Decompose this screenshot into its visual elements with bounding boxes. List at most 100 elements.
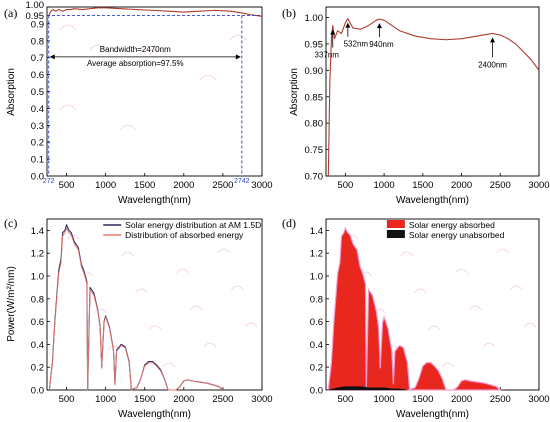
x-tick-label: 2500: [212, 180, 233, 191]
panel-label: (b): [282, 6, 296, 20]
wash-stroke: [510, 285, 523, 291]
panel-label: (a): [4, 6, 17, 20]
wash-stroke: [89, 44, 107, 51]
legend-label: Solar energy absorbed: [409, 220, 495, 230]
wash-stroke: [231, 285, 244, 291]
x-tick-label: 3000: [528, 180, 549, 191]
wash-stroke: [148, 325, 162, 331]
wash-stroke: [217, 248, 231, 254]
wash-stroke: [199, 74, 217, 81]
y-tick-label: 0.0: [310, 386, 323, 397]
plot-frame: [325, 6, 540, 177]
x-tick-label: 500: [59, 394, 75, 405]
panel-a: (a) 500 1000 1500 2000 2500 3000 Wavelength(nm)…: [4, 0, 273, 206]
wash-stroke: [59, 24, 77, 31]
x-tick-label: 3000: [251, 394, 272, 405]
panel-d: (d) 500 1000 1500 2000 2500 3000 Wavelength(nm)…: [282, 216, 550, 420]
plot-frame: [46, 6, 263, 177]
peak-label: 940nm: [369, 40, 394, 49]
wash-stroke: [162, 362, 176, 368]
y-tick-label: 0.80: [305, 119, 324, 130]
x-axis-label: Wavelength(nm): [396, 409, 469, 420]
x-tick-label: 1000: [374, 394, 395, 405]
y-tick-label: 0.9: [31, 19, 44, 30]
y-tick-label: 0.8: [310, 294, 323, 305]
x-tick-label: 1500: [412, 180, 433, 191]
series-line-0: [48, 224, 224, 391]
y-tick-label: 0.95: [26, 11, 45, 22]
panel-label: (c): [4, 216, 17, 230]
wash-stroke: [455, 268, 468, 274]
y-tick-label: 0.3: [31, 121, 44, 132]
y-tick-label: 1.4: [310, 226, 323, 237]
x-tick-label: 500: [337, 394, 353, 405]
arrow-head-right: [235, 54, 241, 60]
y-tick-label: 1.0: [310, 272, 323, 283]
series-area-0: [327, 226, 502, 392]
y-tick-label: 0.0: [31, 172, 44, 183]
y-tick-label: 0.6: [310, 317, 323, 328]
peak-label: 2400nm: [478, 60, 507, 69]
legend-label: Solar energy distribution at AM 1.5D: [125, 220, 261, 230]
x-tick-label: 3000: [251, 180, 272, 191]
wash-stroke: [94, 308, 107, 314]
y-tick-label: 1.00: [26, 0, 45, 11]
wash-stroke: [121, 251, 135, 257]
y-tick-label: 0.8: [31, 294, 44, 305]
panel-b: (b) 500 1000 1500 2000 2500 3000 Wavelength(nm)…: [282, 6, 550, 206]
y-tick-label: 0.4: [31, 104, 44, 115]
y-tick-label: 0.8: [31, 36, 44, 47]
wash-stroke: [80, 271, 94, 277]
wash-stroke: [427, 325, 441, 331]
x-axis-label: Wavelength(nm): [396, 195, 469, 206]
y-tick-label: 0.95: [305, 39, 324, 50]
y-tick-label: 1.2: [31, 249, 44, 260]
wash-stroke: [119, 124, 137, 131]
y-tick-label: 0.85: [305, 92, 324, 103]
x-tick-label: 2000: [173, 180, 194, 191]
series-line-0: [48, 7, 263, 17]
wash-stroke: [400, 251, 414, 257]
range-tick-label: 272: [43, 178, 55, 185]
legend-label: Solar energy unabsorbed: [409, 230, 505, 240]
y-tick-label: 0.7: [31, 53, 44, 64]
peak-arrow-head: [490, 37, 496, 43]
x-tick-label: 1500: [134, 394, 155, 405]
wash-stroke: [189, 305, 203, 311]
x-tick-label: 2500: [212, 394, 233, 405]
x-axis-label: Wavelength(nm): [118, 409, 191, 420]
x-tick-label: 500: [337, 180, 353, 191]
range-tick-label: 2742: [234, 178, 250, 185]
x-tick-label: 2000: [451, 394, 472, 405]
series-area-1: [328, 386, 408, 391]
wash-stroke: [496, 248, 510, 254]
plot-frame: [46, 218, 263, 391]
background-wash: [59, 24, 247, 131]
x-tick-label: 2500: [490, 180, 511, 191]
x-tick-label: 1000: [374, 180, 395, 191]
wash-stroke: [203, 342, 217, 348]
bandwidth-annotation: Bandwidth=2470nm: [100, 45, 171, 54]
series-line-0: [327, 18, 540, 177]
peak-arrow-head: [376, 23, 382, 29]
y-tick-label: 0.1: [31, 155, 44, 166]
legend-label: Distribution of absorbed energy: [125, 230, 244, 240]
y-tick-label: 0.90: [305, 66, 324, 77]
x-tick-label: 500: [59, 180, 75, 191]
wash-stroke: [523, 322, 537, 328]
wash-stroke: [441, 362, 455, 368]
x-axis-label: Wavelength(nm): [118, 195, 191, 206]
arrow-head-left: [49, 54, 55, 60]
y-tick-label: 0.0: [31, 386, 44, 397]
legend-swatch: [386, 220, 405, 228]
y-axis-label: Absorption: [6, 68, 17, 116]
wash-stroke: [244, 322, 258, 328]
y-tick-label: 0.5: [31, 87, 44, 98]
x-tick-label: 1000: [95, 180, 116, 191]
wash-stroke: [66, 234, 80, 240]
wash-stroke: [59, 104, 77, 111]
x-tick-label: 3000: [528, 394, 549, 405]
y-tick-label: 0.75: [305, 145, 324, 156]
x-tick-label: 2000: [451, 180, 472, 191]
